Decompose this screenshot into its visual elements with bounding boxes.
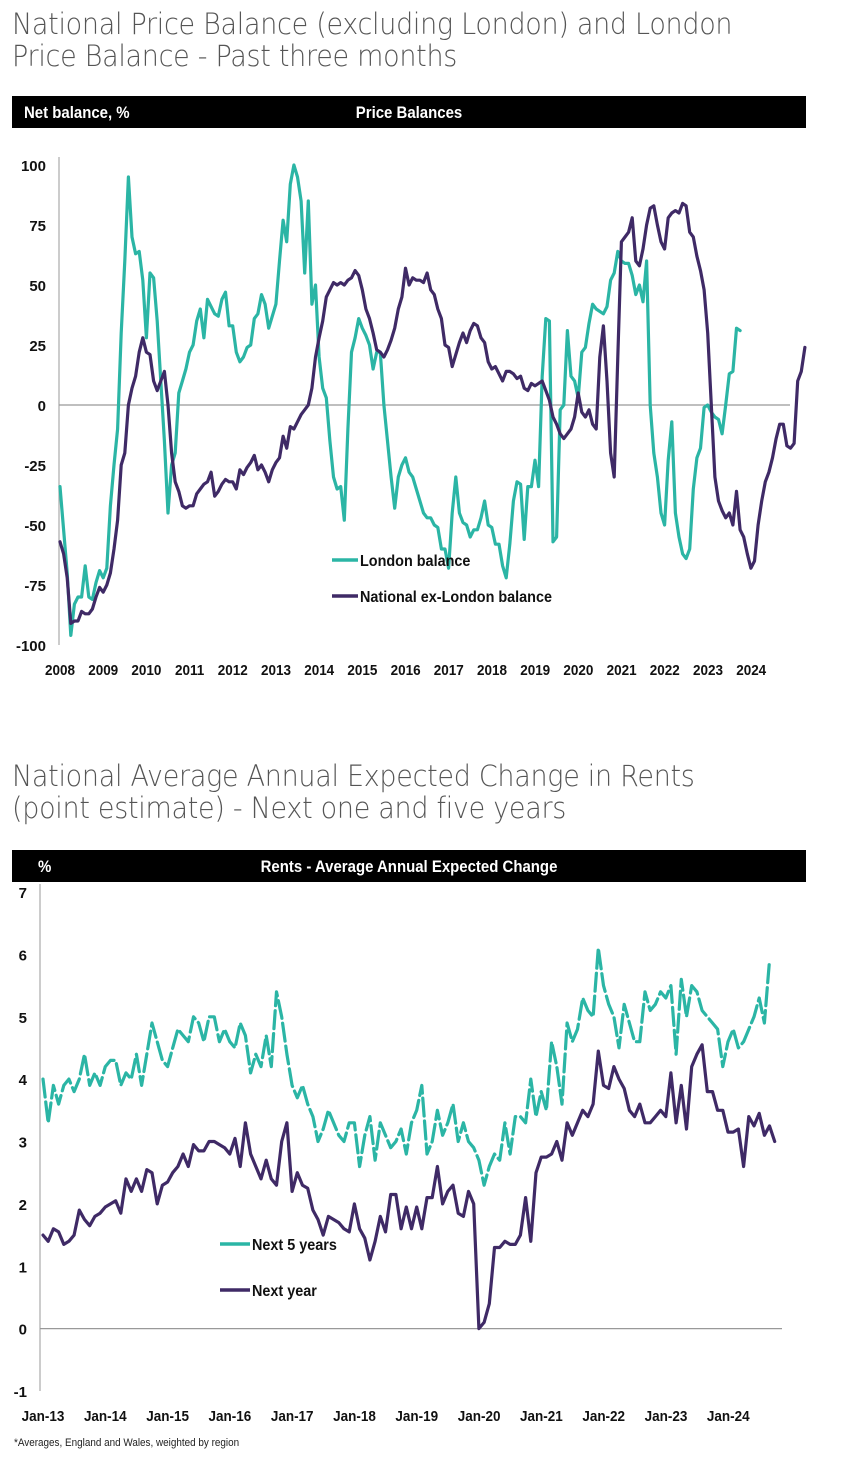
legend-label: Next 5 years	[252, 1236, 337, 1254]
chart2-title-line1: National Average Annual Expected Change …	[12, 759, 695, 793]
y-tick-label: 50	[29, 278, 46, 295]
x-tick-label: 2008	[45, 662, 75, 679]
chart2-header-title: Rents - Average Annual Expected Change	[260, 857, 558, 876]
x-tick-label: Jan-14	[84, 1408, 127, 1425]
x-tick-label: Jan-17	[271, 1408, 314, 1425]
chart2-y-unit-label: %	[38, 857, 52, 876]
legend-label: Next year	[252, 1282, 317, 1300]
y-tick-label: 0	[38, 398, 46, 415]
chart1-price-balances: 100 75 50 25 0 -25 -50 -75 -100 2008 2009 2010 2011 2…	[16, 157, 807, 679]
x-tick-label: 2024	[736, 662, 766, 679]
chart2-header-bar: % Rents - Average Annual Expected Change	[12, 850, 806, 882]
x-tick-label: 2011	[175, 662, 204, 679]
chart2-rents-expected-change: 7 6 5 4 3 2 1 0 -1 Jan-13 Jan-14 Jan-15 Jan-16 Jan-17…	[14, 884, 782, 1425]
chart1-title-line1: National Price Balance (excluding London…	[12, 7, 733, 41]
chart1-header-bar: Net balance, % Price Balances	[12, 96, 806, 128]
y-tick-label: 1	[19, 1259, 27, 1276]
y-tick-label: 7	[19, 885, 27, 902]
x-tick-label: Jan-15	[146, 1408, 189, 1425]
x-tick-label: Jan-20	[458, 1408, 501, 1425]
x-tick-label: 2014	[304, 662, 334, 679]
chart2-title-line2: (point estimate) - Next one and five yea…	[12, 791, 567, 825]
y-tick-label: 4	[19, 1072, 28, 1089]
x-tick-label: 2019	[520, 662, 550, 679]
legend-label: London balance	[360, 552, 470, 570]
legend-label: National ex-London balance	[360, 588, 552, 606]
chart1-header-title: Price Balances	[355, 103, 463, 122]
y-tick-label: 2	[19, 1197, 27, 1214]
y-tick-label: 0	[19, 1322, 27, 1339]
x-tick-label: 2010	[131, 662, 161, 679]
series-line-next-5-years	[41, 946, 772, 1187]
x-tick-label: Jan-23	[645, 1408, 688, 1425]
x-tick-label: Jan-22	[582, 1408, 625, 1425]
y-tick-label: -100	[16, 638, 46, 655]
y-tick-label: 25	[29, 338, 46, 355]
chart1-title-line2: Price Balance - Past three months	[12, 39, 458, 73]
x-tick-label: 2020	[563, 662, 593, 679]
x-tick-label: 2013	[261, 662, 291, 679]
x-tick-label: 2017	[434, 662, 464, 679]
y-tick-label: 5	[19, 1010, 27, 1027]
x-tick-label: Jan-24	[707, 1408, 750, 1425]
chart2-section-title: National Average Annual Expected Change …	[12, 760, 756, 824]
x-tick-label: Jan-16	[209, 1408, 252, 1425]
x-tick-label: 2022	[650, 662, 680, 679]
y-tick-label: 6	[19, 947, 27, 964]
series-line-next-year	[41, 1043, 777, 1331]
x-tick-label: 2023	[693, 662, 723, 679]
series-line-national-ex-london-balance	[58, 201, 807, 625]
chart1-section-title: National Price Balance (excluding London…	[12, 8, 756, 72]
x-tick-label: Jan-18	[333, 1408, 376, 1425]
y-tick-label: -50	[24, 518, 46, 535]
x-tick-label: 2015	[347, 662, 377, 679]
footnote: *Averages, England and Wales, weighted b…	[14, 1437, 240, 1449]
x-tick-label: Jan-13	[22, 1408, 65, 1425]
y-tick-label: -75	[24, 578, 46, 595]
chart1-y-unit-label: Net balance, %	[24, 103, 130, 122]
y-tick-label: 75	[29, 218, 46, 235]
x-tick-label: 2018	[477, 662, 507, 679]
y-tick-label: 3	[19, 1135, 27, 1152]
x-tick-label: Jan-19	[395, 1408, 438, 1425]
y-tick-label: -25	[24, 458, 46, 475]
x-tick-label: 2021	[607, 662, 637, 679]
y-tick-label: -1	[14, 1384, 27, 1401]
y-tick-label: 100	[21, 158, 46, 175]
x-tick-label: Jan-21	[520, 1408, 563, 1425]
x-tick-label: 2012	[218, 662, 248, 679]
x-tick-label: 2016	[391, 662, 421, 679]
x-tick-label: 2009	[88, 662, 118, 679]
